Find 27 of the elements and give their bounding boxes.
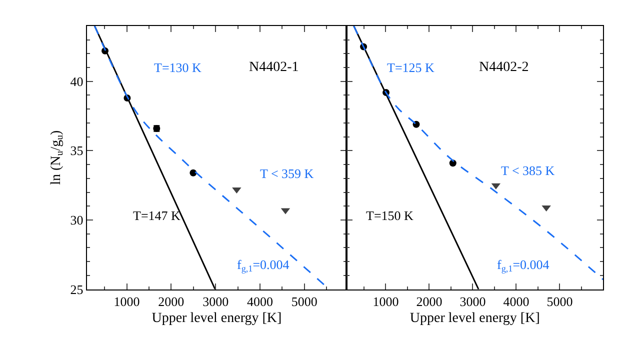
y-tick-label: 25 <box>70 282 84 297</box>
annotation: T < 359 K <box>260 166 314 181</box>
annotation: T < 385 K <box>501 163 556 178</box>
text: N4402-1 <box>249 60 299 75</box>
y-tick-label: 30 <box>70 212 84 228</box>
annotation: T=147 K <box>133 208 182 223</box>
x-axis-title: Upper level energy [K] <box>152 311 282 326</box>
text: N4402-2 <box>479 60 529 75</box>
annotation: T=150 K <box>366 208 414 223</box>
x-tick-label: 3000 <box>460 294 486 309</box>
x-tick-label: 2000 <box>158 294 184 309</box>
y-tick-label: 35 <box>70 143 84 158</box>
annotation: f$_{g,1}$=0.004 <box>237 257 290 274</box>
x-tick-label: 4000 <box>503 294 530 309</box>
point <box>190 169 197 176</box>
x-tick-label: 1000 <box>372 294 399 309</box>
annotation: T=125 K <box>387 60 436 75</box>
x-tick-label: 4000 <box>246 294 273 309</box>
x-tick-label: 5000 <box>546 294 573 309</box>
annotation: f$_{g,1}$=0.004 <box>497 257 550 274</box>
x-tick-label: 5000 <box>291 294 318 309</box>
x-tick-label: 1000 <box>114 294 140 309</box>
x-axis-title: Upper level energy [K] <box>410 311 540 326</box>
annotation: T=130 K <box>154 60 202 75</box>
x-tick-label: 3000 <box>202 294 229 309</box>
y-tick-label: 40 <box>70 74 84 89</box>
x-tick-label: 2000 <box>416 294 442 309</box>
